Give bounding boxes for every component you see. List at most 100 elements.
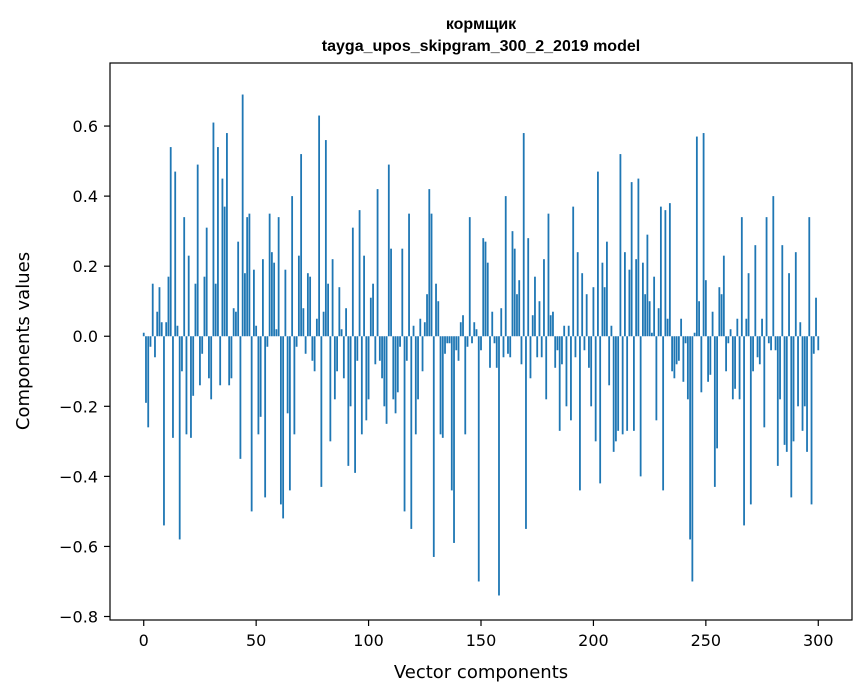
bar: [297, 255, 300, 337]
bar: [363, 255, 365, 337]
bar: [619, 154, 622, 337]
bar: [360, 336, 363, 435]
bar: [536, 336, 539, 358]
bar: [226, 133, 228, 337]
bar: [507, 336, 509, 354]
bar: [214, 283, 217, 337]
bar: [774, 336, 777, 351]
bar: [491, 311, 494, 337]
bar: [752, 336, 754, 372]
bar: [201, 336, 204, 354]
bar: [257, 336, 260, 435]
bar: [396, 336, 399, 393]
bar: [142, 332, 145, 337]
bar: [815, 297, 817, 337]
bar: [147, 336, 150, 428]
bar: [801, 336, 804, 431]
bar: [765, 217, 768, 337]
bar: [475, 329, 478, 337]
bar: [383, 336, 386, 407]
chart-subtitle: tayga_upos_skipgram_300_2_2019 model: [322, 38, 640, 55]
bar: [588, 336, 590, 368]
bar: [572, 206, 575, 337]
bar: [534, 276, 536, 337]
x-tick-label: 50: [246, 631, 266, 650]
x-tick-label: 150: [466, 631, 497, 650]
bar: [311, 336, 314, 361]
x-tick-label: 100: [353, 631, 384, 650]
bar: [691, 336, 694, 582]
bar: [567, 325, 570, 337]
bar: [668, 203, 671, 337]
bar: [417, 336, 419, 400]
bar: [686, 336, 689, 400]
y-tick-label: −0.8: [59, 607, 98, 626]
bar: [684, 336, 687, 344]
bar: [797, 336, 799, 407]
bar: [522, 133, 525, 337]
bar: [241, 94, 244, 337]
bar: [221, 178, 224, 337]
bar: [194, 283, 197, 337]
bar: [758, 336, 761, 365]
bar: [471, 336, 473, 344]
bar: [151, 283, 154, 337]
bar: [579, 336, 581, 491]
bar: [525, 336, 527, 529]
bar: [435, 283, 437, 337]
bar: [644, 294, 647, 337]
bar: [169, 147, 172, 337]
bar: [340, 329, 343, 337]
bar: [385, 336, 388, 424]
bar: [626, 336, 629, 431]
bar: [756, 336, 759, 358]
bar: [718, 287, 721, 337]
bar: [345, 308, 347, 337]
bar: [392, 336, 395, 400]
bar: [603, 287, 606, 337]
bar: [199, 336, 201, 386]
bar: [235, 311, 237, 337]
bar: [367, 336, 370, 400]
bar: [318, 115, 321, 337]
bar: [347, 336, 350, 466]
bar: [776, 336, 779, 466]
bar: [763, 336, 766, 428]
bar: [462, 315, 464, 337]
bar: [237, 241, 240, 337]
bar: [374, 336, 377, 365]
bar: [725, 336, 727, 372]
bar: [574, 336, 577, 358]
bar: [707, 336, 709, 382]
bar: [302, 308, 305, 337]
bar: [262, 259, 264, 337]
bar: [410, 336, 413, 529]
bar: [219, 336, 222, 386]
bar: [549, 315, 552, 337]
y-tick-label: −0.2: [59, 397, 98, 416]
bar: [543, 259, 545, 337]
bar: [306, 273, 309, 337]
bar: [284, 269, 287, 337]
bar: [606, 241, 608, 337]
bar: [248, 213, 251, 337]
bar: [183, 217, 186, 337]
bar: [662, 336, 665, 491]
bar: [785, 336, 788, 452]
bar: [720, 294, 723, 337]
bar: [288, 336, 291, 491]
bar: [163, 336, 165, 526]
bar: [659, 206, 662, 337]
bar: [671, 336, 674, 372]
bar: [203, 276, 206, 337]
plot-frame: [109, 62, 853, 621]
bar: [722, 255, 725, 337]
bar: [239, 336, 242, 459]
bar: [713, 336, 716, 487]
bar: [324, 140, 327, 337]
bar: [401, 248, 404, 337]
bar: [399, 336, 401, 347]
bar: [702, 133, 705, 337]
bar: [408, 213, 410, 337]
bar: [781, 245, 784, 337]
